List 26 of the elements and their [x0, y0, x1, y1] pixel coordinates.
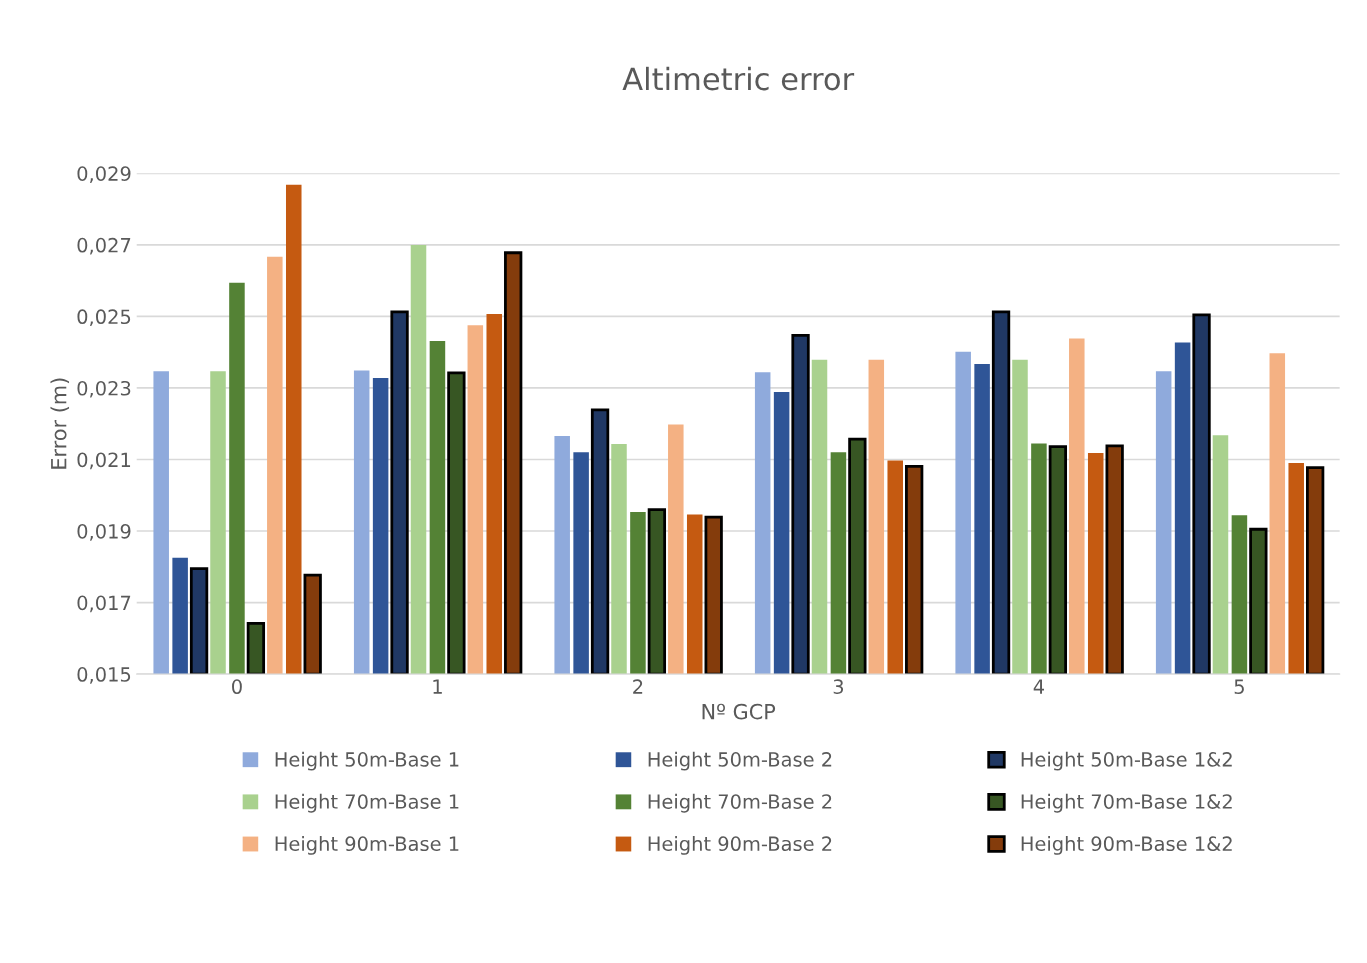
- y-tick-label: 0,015: [77, 667, 131, 684]
- x-tick-label: 4: [1033, 679, 1045, 694]
- legend-label: Height 70m-Base 1: [275, 793, 459, 813]
- y-tick-label: 0,023: [77, 380, 131, 398]
- legend-label: Height 50m-Base 1&2: [1021, 751, 1232, 771]
- legend-label: Height 90m-Base 2: [648, 835, 832, 855]
- legend-label: Height 70m-Base 1&2: [1021, 793, 1232, 813]
- legend-label: Height 70m-Base 2: [648, 793, 832, 813]
- legend-label: Height 50m-Base 1: [275, 751, 459, 771]
- x-tick-label: 5: [1234, 679, 1244, 695]
- y-axis-title: Error (m): [50, 378, 70, 469]
- x-tick-label: 0: [232, 679, 242, 695]
- y-tick-label: 0,029: [77, 166, 131, 183]
- chart-title: Altimetric error: [622, 66, 855, 91]
- legend-label: Height 90m-Base 1&2: [1021, 835, 1232, 855]
- y-tick-label: 0,025: [77, 309, 131, 327]
- legend-label: Height 90m-Base 1: [275, 835, 459, 855]
- x-axis-title: Nº GCP: [702, 703, 776, 720]
- x-tick-label: 1: [433, 679, 442, 694]
- y-tick-label: 0,027: [77, 237, 131, 255]
- x-tick-label: 3: [833, 679, 844, 695]
- y-tick-label: 0,017: [77, 595, 131, 613]
- y-tick-label: 0,021: [77, 452, 131, 470]
- legend-label: Height 50m-Base 2: [648, 751, 832, 771]
- y-tick-label: 0,019: [77, 523, 131, 541]
- x-tick-label: 2: [633, 679, 643, 694]
